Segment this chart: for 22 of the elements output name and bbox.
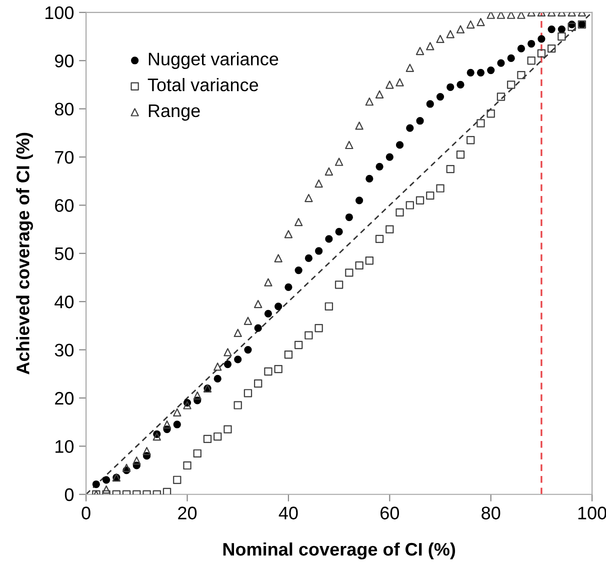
y-tick-label: 60 (55, 199, 74, 212)
y-axis-title: Achieved coverage of CI (%) (16, 132, 34, 374)
x-tick-label: 40 (278, 506, 298, 520)
y-tick-label: 30 (54, 344, 74, 357)
y-tick-label: 20 (55, 392, 74, 405)
y-tick-label: 0 (64, 488, 74, 502)
x-tick-label: 0 (82, 506, 90, 520)
x-tick-label: 60 (380, 506, 399, 520)
y-tick-label: 80 (54, 102, 74, 116)
legend-label: Nugget variance (148, 52, 278, 69)
y-tick-label: 50 (54, 247, 74, 260)
legend-label: Range (148, 104, 200, 121)
x-tick-label: 80 (482, 506, 500, 520)
y-tick-label: 70 (55, 150, 74, 164)
x-tick-label: 20 (178, 506, 197, 520)
y-tick-label: 10 (56, 440, 74, 453)
y-tick-label: 90 (55, 54, 74, 68)
x-axis-title: Nominal coverage of CI (%) (223, 542, 456, 560)
y-tick-label: 40 (54, 296, 74, 308)
legend-label: Total variance (148, 78, 258, 92)
y-tick-label: 100 (46, 6, 74, 20)
x-tick-label: 100 (578, 506, 606, 520)
